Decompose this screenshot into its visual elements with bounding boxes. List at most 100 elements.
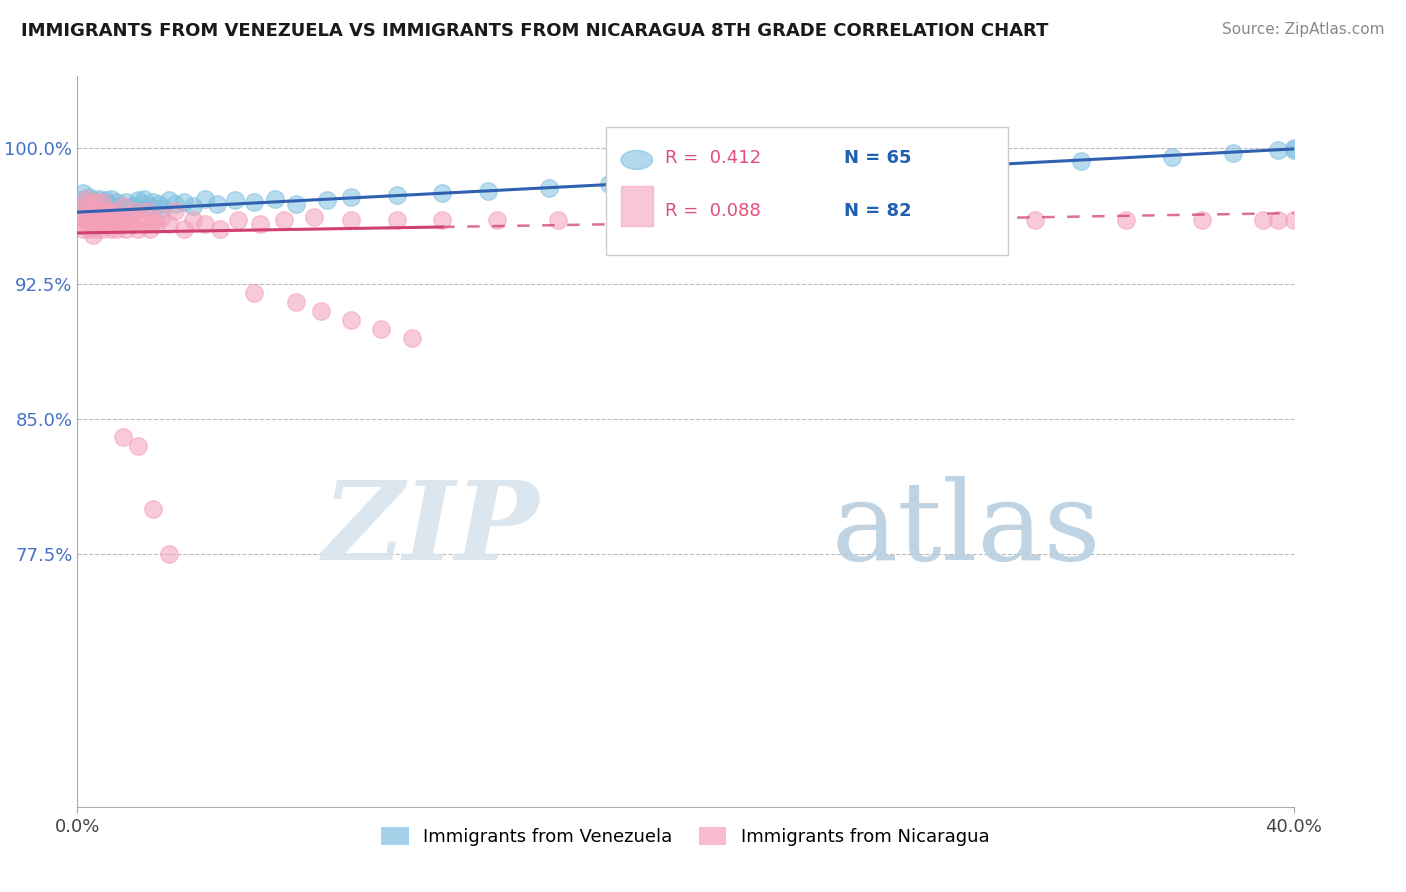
Point [103,206,125,220]
Point [430,186,453,201]
Point [485,213,508,227]
Point [97,197,120,211]
Point [304,210,326,224]
Point [145,217,167,231]
Point [370,321,392,335]
Point [72,222,94,236]
Point [675,173,697,187]
Point [340,190,363,204]
Point [209,222,232,236]
Point [108,199,131,213]
Point [111,202,134,217]
Point [1161,150,1184,164]
Point [139,199,162,213]
Point [181,199,204,213]
Point [851,213,873,227]
Point [152,201,174,215]
Point [139,222,162,236]
Point [75,199,97,213]
Point [72,186,94,201]
Point [127,194,149,208]
Point [1222,146,1244,161]
Point [932,213,955,227]
Point [129,197,152,211]
Point [115,222,138,236]
Point [75,202,97,217]
Point [84,210,107,224]
Point [163,204,186,219]
Point [90,206,112,220]
Point [82,199,104,213]
Point [163,197,186,211]
Point [1267,143,1289,157]
Point [181,213,204,227]
Point [340,213,363,227]
Point [84,195,107,210]
Point [100,192,122,206]
Point [856,164,879,178]
Point [103,204,125,219]
Point [124,202,146,217]
Point [79,190,101,204]
Point [537,181,560,195]
Point [103,217,125,231]
Point [1282,141,1305,155]
Point [285,294,308,309]
Point [127,222,149,236]
Point [105,195,128,210]
Point [93,204,115,219]
Point [93,194,115,208]
Point [79,210,101,224]
Point [547,213,569,227]
Point [765,213,787,227]
Point [121,199,143,213]
Point [148,197,170,211]
Point [90,195,112,210]
Point [90,201,112,215]
Point [84,201,107,215]
Point [1267,213,1289,227]
Point [1070,153,1092,168]
Legend: Immigrants from Venezuela, Immigrants from Nicaragua: Immigrants from Venezuela, Immigrants fr… [374,819,997,853]
Point [87,192,110,206]
Point [134,217,156,231]
Point [82,204,104,219]
Point [97,202,120,217]
Point [285,197,308,211]
Text: ZIP: ZIP [323,475,540,583]
Point [242,285,264,300]
Text: IMMIGRANTS FROM VENEZUELA VS IMMIGRANTS FROM NICARAGUA 8TH GRADE CORRELATION CHA: IMMIGRANTS FROM VENEZUELA VS IMMIGRANTS … [21,22,1049,40]
Point [87,204,110,219]
Point [103,199,125,213]
Point [129,210,152,224]
Point [273,213,295,227]
Point [100,222,122,236]
Point [79,195,101,210]
Point [152,210,174,224]
Point [136,204,159,219]
Point [1251,213,1274,227]
Point [75,195,97,210]
Point [613,213,636,227]
Point [249,217,271,231]
Point [72,210,94,224]
Point [142,502,165,516]
Point [105,222,128,236]
Point [97,204,120,219]
FancyBboxPatch shape [606,127,1008,255]
Point [127,439,149,453]
Point [69,217,91,231]
Circle shape [621,151,652,169]
Point [87,217,110,231]
Point [194,217,217,231]
Point [340,312,363,326]
Point [689,213,711,227]
Point [765,168,787,182]
Point [111,199,134,213]
Point [90,222,112,236]
Point [75,213,97,227]
Point [1191,213,1213,227]
Point [121,217,143,231]
Point [1115,213,1137,227]
Point [224,194,246,208]
